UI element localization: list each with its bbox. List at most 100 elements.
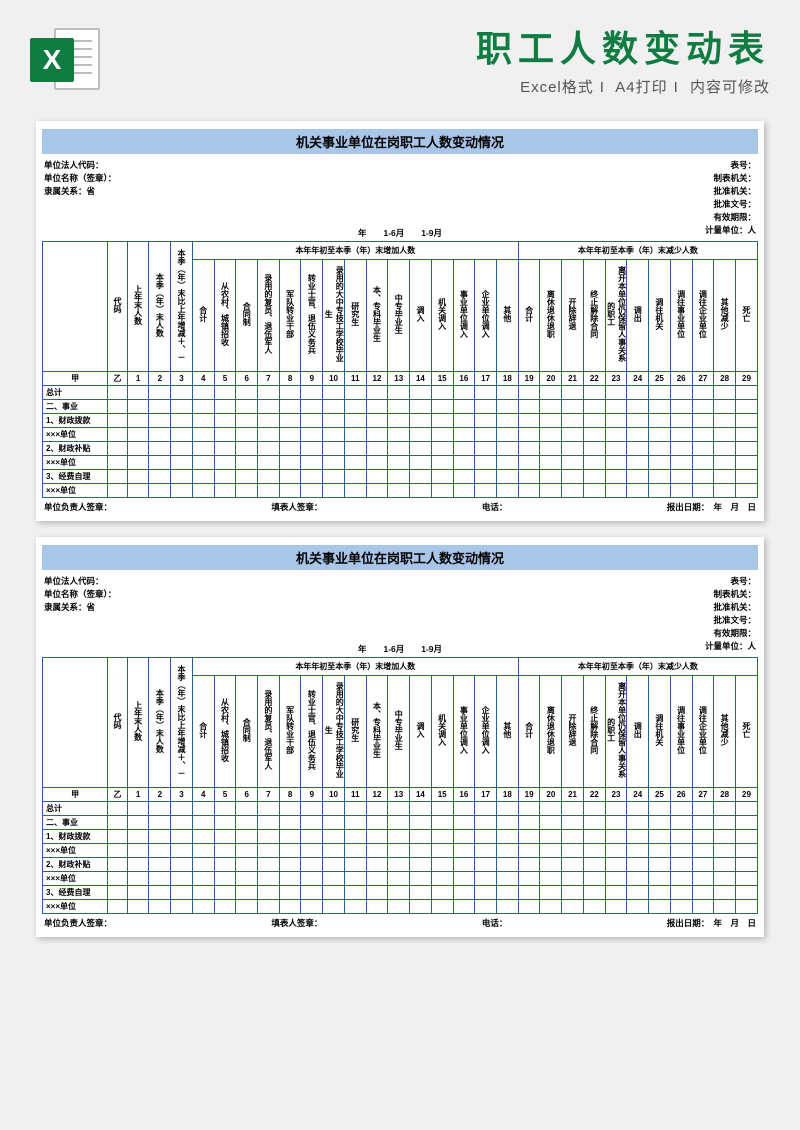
col-label: 本季（年）末比上年增减＋、－: [176, 246, 187, 364]
col-label: 事业单位调入: [458, 287, 469, 341]
footer-field: 单位负责人签章：: [44, 501, 112, 513]
col-label: 企业单位调入: [480, 703, 491, 757]
col-label: 死亡: [741, 719, 752, 741]
col-label: 终止解除合同: [589, 703, 600, 757]
meta-right: 表号： 制表机关： 批准机关： 批准文号： 有效期限： 计量单位：人: [705, 574, 756, 653]
row-label: 2、财政补贴: [43, 442, 108, 456]
col-label: 录用的大中专技工学校毕业生: [323, 676, 345, 784]
col-label: 调往企业单位: [697, 703, 708, 757]
footer-field: 单位负责人签章：: [44, 917, 112, 929]
footer-field: 填表人签章：: [271, 917, 322, 929]
col-label: 代码: [112, 294, 123, 316]
meta-field: 制表机关：: [705, 588, 756, 600]
col-label: 合计: [524, 719, 535, 741]
col-label: 离开本单位仍保留人事关系的职工: [606, 676, 628, 784]
subtitle-part: A4打印: [615, 79, 667, 96]
row-label: 二、事业: [43, 816, 108, 830]
form-footer: 单位负责人签章： 填表人签章： 电话： 报出日期： 年 月 日: [42, 498, 758, 513]
corner-label: 甲: [43, 372, 108, 386]
meta-right: 表号： 制表机关： 批准机关： 批准文号： 有效期限： 计量单位：人: [705, 158, 756, 237]
row-label: 总计: [43, 386, 108, 400]
table-row: 二、事业: [43, 816, 758, 830]
table-row: ×××单位: [43, 484, 758, 498]
meta-field: 隶属关系：省: [44, 601, 116, 613]
footer-field: 报出日期： 年 月 日: [667, 917, 756, 929]
col-label: 中专毕业生: [393, 291, 404, 337]
col-label: 合同制: [241, 715, 252, 745]
meta-field: 批准文号：: [705, 614, 756, 626]
col-label: 上年末人数: [133, 282, 144, 328]
row-label: ×××单位: [43, 844, 108, 858]
col-label: 其他减少: [719, 711, 730, 749]
table-row: ×××单位: [43, 900, 758, 914]
col-label: 合同制: [241, 299, 252, 329]
meta-field: 计量单位：人: [705, 640, 756, 652]
row-label: 1、财政拨款: [43, 414, 108, 428]
meta-field: 单位法人代码：: [44, 159, 116, 171]
table-row: 1、财政拨款: [43, 830, 758, 844]
group-header: 本年年初至本季（年）末减少人数: [518, 242, 757, 260]
col-label: 调入: [415, 303, 426, 325]
col-label: 调往机关: [654, 711, 665, 749]
col-label: 调往机关: [654, 295, 665, 333]
col-label: 其他: [502, 719, 513, 741]
col-label: 从农村、城镇招收: [219, 279, 230, 349]
meta-left: 单位法人代码： 单位名称（签章）： 隶属关系：省: [44, 158, 116, 237]
col-label: 录用的大中专技工学校毕业生: [323, 260, 345, 368]
row-label: 2、财政补贴: [43, 858, 108, 872]
table-row: 3、经费自理: [43, 886, 758, 900]
subtitle-part: 内容可修改: [690, 79, 770, 96]
excel-x-icon: X: [30, 38, 74, 82]
col-label: 军队转业干部: [285, 287, 296, 341]
col-label: 开除辞退: [567, 711, 578, 749]
table-row: 2、财政补贴: [43, 442, 758, 456]
form-footer: 单位负责人签章： 填表人签章： 电话： 报出日期： 年 月 日: [42, 914, 758, 929]
meta-field: 批准文号：: [705, 198, 756, 210]
row-label: 3、经费自理: [43, 886, 108, 900]
table-row: 二、事业: [43, 400, 758, 414]
row-label: ×××单位: [43, 428, 108, 442]
table-row: 1、财政拨款: [43, 414, 758, 428]
number-row: 甲 乙 123456789101112131415161718192021222…: [43, 372, 758, 386]
meta-field: 制表机关：: [705, 172, 756, 184]
footer-field: 报出日期： 年 月 日: [667, 501, 756, 513]
form-banner: 机关事业单位在岗职工人数变动情况: [42, 129, 758, 154]
col-label: 调往事业单位: [676, 287, 687, 341]
meta-field: 单位名称（签章）：: [44, 588, 116, 600]
col-label: 其他减少: [719, 295, 730, 333]
footer-field: 电话：: [482, 501, 508, 513]
period-line: 年 1-6月 1-9月: [42, 227, 758, 239]
form-banner: 机关事业单位在岗职工人数变动情况: [42, 545, 758, 570]
col-label: 合计: [198, 303, 209, 325]
group-header: 本年年初至本季（年）末增加人数: [192, 242, 518, 260]
col-label: 转业士官、退伍义务兵: [306, 271, 317, 357]
subtitle-part: Excel格式: [520, 79, 594, 96]
meta-field: 单位法人代码：: [44, 575, 116, 587]
meta-field: 批准机关：: [705, 185, 756, 197]
row-label: ×××单位: [43, 484, 108, 498]
table-row: ×××单位: [43, 456, 758, 470]
row-label: 3、经费自理: [43, 470, 108, 484]
group-row: 代码 上年末人数 本季（年）末人数 本季（年）末比上年增减＋、－ 本年年初至本季…: [43, 242, 758, 260]
subtitle: Excel格式I A4打印I 内容可修改: [120, 76, 770, 97]
col-label: 本季（年）末人数: [154, 686, 165, 756]
col-label: 调往企业单位: [697, 287, 708, 341]
col-label: 开除辞退: [567, 295, 578, 333]
meta-field: 表号：: [705, 575, 756, 587]
col-label: 军队转业干部: [285, 703, 296, 757]
col-label: 终止解除合同: [589, 287, 600, 341]
col-label: 研究生: [350, 715, 361, 745]
col-label: 调出: [632, 719, 643, 741]
meta-left: 单位法人代码： 单位名称（签章）： 隶属关系：省: [44, 574, 116, 653]
meta-field: 单位名称（签章）：: [44, 172, 116, 184]
col-label: 离休退休退职: [545, 703, 556, 757]
col-label: 录用的复员、退伍军人: [263, 687, 274, 773]
footer-field: 电话：: [482, 917, 508, 929]
data-table: 代码 上年末人数 本季（年）末人数 本季（年）末比上年增减＋、－ 本年年初至本季…: [42, 241, 758, 498]
title-block: 职工人数变动表 Excel格式I A4打印I 内容可修改: [120, 20, 770, 97]
col-label: 其他: [502, 303, 513, 325]
row-label: ×××单位: [43, 900, 108, 914]
table-row: ×××单位: [43, 844, 758, 858]
col-label: 机关调入: [437, 295, 448, 333]
meta-field: 隶属关系：省: [44, 185, 116, 197]
